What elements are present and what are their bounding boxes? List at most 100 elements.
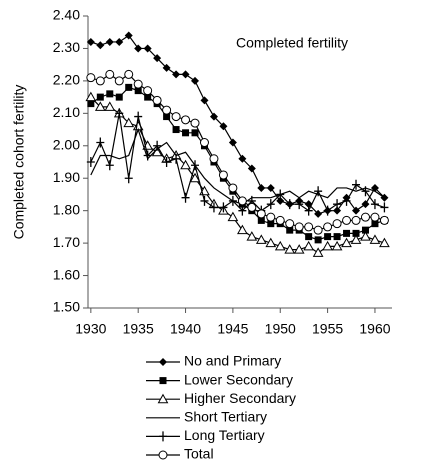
data-point: [342, 195, 351, 206]
data-point: [323, 222, 333, 232]
series-line: [90, 113, 385, 212]
data-point: [247, 202, 257, 212]
legend-marker: [158, 450, 168, 460]
data-point: [86, 37, 95, 46]
data-point: [314, 209, 323, 218]
data-point: [361, 226, 369, 234]
data-point: [180, 159, 191, 170]
annotation: Completed fertility: [236, 35, 348, 51]
data-point: [219, 202, 228, 213]
legend-marker: [157, 393, 169, 404]
series-line: [90, 96, 385, 254]
data-point: [219, 122, 228, 131]
data-point: [238, 205, 247, 216]
data-point: [172, 153, 181, 164]
y-tick-label: 1.60: [53, 266, 80, 282]
data-point: [209, 202, 218, 213]
data-point: [96, 93, 104, 101]
data-point: [181, 115, 191, 125]
data-point: [133, 79, 143, 89]
data-point: [333, 199, 342, 210]
legend-label: Short Tertiary: [184, 409, 267, 425]
series-line: [90, 127, 385, 205]
data-point: [162, 105, 172, 115]
legend-label: Higher Secondary: [184, 390, 296, 406]
data-point: [191, 160, 200, 171]
data-point: [209, 112, 218, 121]
data-point: [200, 96, 209, 105]
data-point: [143, 86, 153, 96]
data-point: [238, 154, 247, 163]
data-point: [246, 231, 258, 241]
data-point: [285, 219, 295, 229]
data-point: [266, 212, 276, 222]
data-point: [342, 215, 352, 225]
data-point: [114, 76, 124, 86]
data-point: [134, 44, 143, 53]
data-point: [352, 179, 361, 190]
x-tick-label: 1930: [75, 321, 106, 337]
x-tick-label: 1945: [217, 321, 248, 337]
data-point: [304, 222, 314, 232]
data-point: [237, 224, 248, 235]
data-point: [96, 41, 105, 50]
data-point: [266, 199, 275, 210]
data-point: [171, 112, 181, 122]
data-point: [191, 76, 200, 85]
data-point: [200, 195, 209, 206]
data-point: [331, 240, 343, 251]
data-point: [218, 170, 228, 180]
data-point: [276, 196, 285, 205]
data-point: [333, 206, 342, 215]
y-tick-label: 2.20: [53, 72, 80, 88]
y-tick-label: 1.70: [53, 234, 80, 250]
data-point: [294, 222, 304, 232]
data-point: [162, 63, 171, 72]
data-point: [314, 186, 323, 197]
y-tick-label: 1.50: [53, 299, 80, 315]
data-point: [314, 236, 322, 244]
data-point: [228, 195, 237, 206]
data-point: [153, 140, 162, 151]
data-point: [351, 215, 361, 225]
x-tick-label: 1955: [312, 321, 343, 337]
data-point: [303, 240, 315, 251]
data-point: [144, 93, 152, 101]
data-point: [322, 240, 333, 251]
data-point: [153, 54, 162, 63]
data-point: [360, 212, 370, 222]
data-point: [360, 231, 371, 241]
data-point: [95, 76, 105, 86]
data-point: [350, 234, 362, 244]
y-axis-label: Completed cohort fertility: [11, 85, 27, 240]
data-point: [247, 164, 256, 173]
data-point: [86, 73, 96, 83]
data-point: [361, 200, 370, 209]
data-point: [181, 192, 190, 203]
data-point: [324, 233, 332, 241]
data-point: [124, 31, 133, 40]
data-point: [323, 205, 332, 216]
y-tick-label: 1.90: [53, 169, 80, 185]
data-point: [255, 234, 267, 244]
data-point: [266, 183, 275, 192]
x-tick-label: 1940: [170, 321, 201, 337]
data-point: [379, 237, 390, 248]
data-point: [276, 189, 285, 200]
data-point: [87, 100, 95, 108]
data-point: [228, 138, 237, 147]
legend-label: Long Tertiary: [184, 427, 265, 443]
data-point: [125, 83, 133, 91]
data-point: [162, 157, 171, 167]
series-line: [90, 86, 385, 241]
data-point: [343, 229, 351, 237]
data-point: [265, 237, 277, 248]
data-point: [104, 101, 116, 111]
data-point: [352, 206, 361, 215]
data-point: [86, 157, 95, 167]
data-point: [257, 216, 265, 224]
data-point: [379, 215, 389, 225]
data-point: [115, 93, 123, 101]
x-tick-label: 1960: [359, 321, 390, 337]
